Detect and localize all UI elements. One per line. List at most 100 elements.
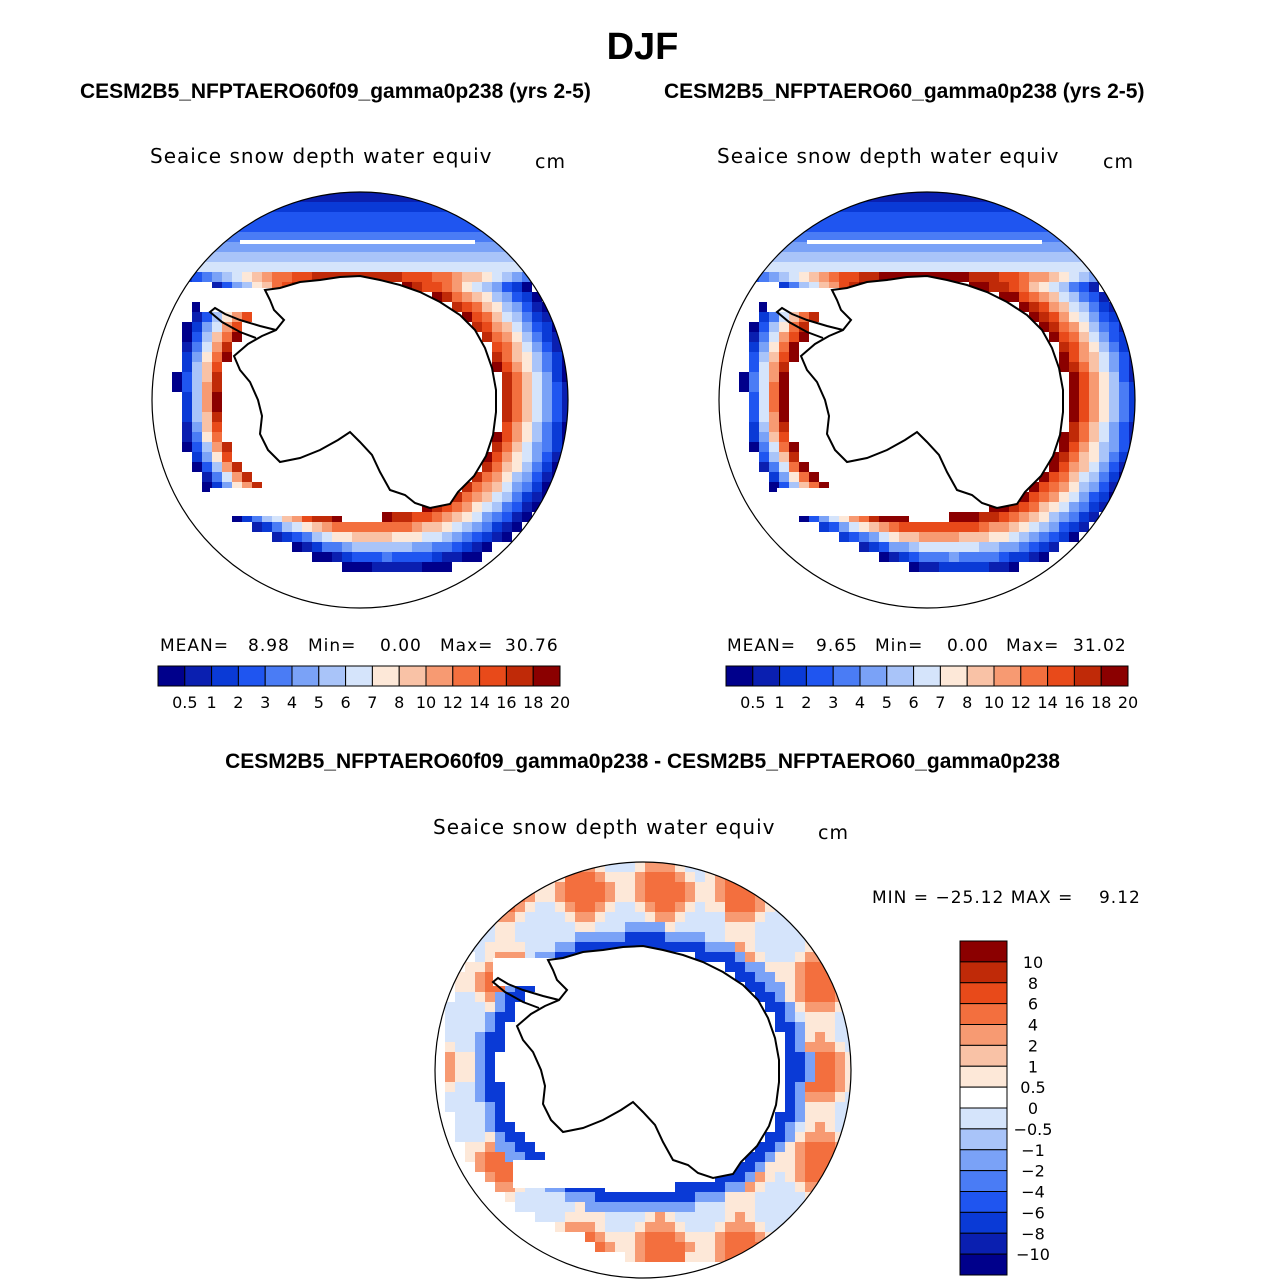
- map-cell: [825, 892, 835, 902]
- colorbar-swatch: [959, 1211, 1008, 1234]
- map-cell: [172, 382, 182, 392]
- map-cell: [422, 252, 432, 262]
- map-cell: [805, 1172, 815, 1182]
- map-cell: [312, 512, 322, 522]
- map-cell: [779, 232, 789, 242]
- map-cell: [835, 1072, 845, 1082]
- map-cell: [909, 552, 919, 562]
- map-cell: [1019, 202, 1029, 212]
- map-cell: [485, 982, 495, 992]
- map-cell: [222, 352, 232, 362]
- colorbar-tick-label: −8: [1021, 1224, 1045, 1243]
- map-cell: [552, 442, 562, 452]
- map-cell: [452, 502, 462, 512]
- map-cell: [485, 1042, 495, 1052]
- map-cell: [502, 282, 512, 292]
- map-cell: [675, 932, 685, 942]
- map-cell: [665, 902, 675, 912]
- map-cell: [1099, 402, 1109, 412]
- map-cell: [1059, 492, 1069, 502]
- map-cell: [665, 862, 675, 872]
- map-cell: [1019, 532, 1029, 542]
- map-cell: [465, 982, 475, 992]
- map-cell: [845, 972, 851, 982]
- map-cell: [422, 242, 432, 252]
- map-cell: [789, 262, 799, 272]
- map-cell: [1029, 242, 1039, 252]
- map-cell: [1089, 252, 1099, 262]
- map-cell: [769, 332, 779, 342]
- map-cell: [615, 1202, 625, 1212]
- map-cell: [322, 512, 332, 522]
- map-cell: [485, 1002, 495, 1012]
- map-cell: [542, 442, 552, 452]
- map-cell: [392, 252, 402, 262]
- map-cell: [879, 222, 889, 232]
- map-cell: [949, 252, 959, 262]
- map-cell: [795, 1042, 805, 1052]
- map-cell: [835, 1152, 845, 1162]
- map-cell: [492, 312, 502, 322]
- map-cell: [845, 1092, 851, 1102]
- map-cell: [735, 962, 745, 972]
- map-cell: [455, 1062, 465, 1072]
- map-cell: [475, 902, 485, 912]
- map-cell: [182, 362, 192, 372]
- map-cell: [909, 242, 919, 252]
- colorbar-tick-label: 14: [469, 693, 489, 712]
- map-cell: [455, 1092, 465, 1102]
- map-cell: [795, 1052, 805, 1062]
- map-cell: [939, 212, 949, 222]
- map-cell: [775, 872, 785, 882]
- map-cell: [765, 1152, 775, 1162]
- map-cell: [232, 262, 242, 272]
- map-cell: [815, 1212, 825, 1222]
- map-cell: [505, 1152, 515, 1162]
- map-cell: [759, 252, 769, 262]
- map-cell: [665, 1212, 675, 1222]
- map-cell: [172, 262, 182, 272]
- map-cell: [835, 1082, 845, 1092]
- map-cell: [502, 532, 512, 542]
- map-cell: [759, 242, 769, 252]
- colorbar-tick-label: 8: [1028, 974, 1038, 993]
- map-cell: [735, 1232, 745, 1242]
- map-cell: [869, 242, 879, 252]
- map-cell: [739, 372, 749, 382]
- map-cell: [302, 522, 312, 532]
- map-cell: [472, 252, 482, 262]
- map-cell: [565, 1222, 575, 1232]
- map-cell: [715, 1182, 725, 1192]
- map-cell: [835, 1012, 845, 1022]
- map-cell: [655, 922, 665, 932]
- map-cell: [212, 442, 222, 452]
- map-cell: [755, 942, 765, 952]
- map-cell: [999, 552, 1009, 562]
- map-cell: [845, 1062, 851, 1072]
- map-cell: [805, 1142, 815, 1152]
- map-cell: [999, 232, 1009, 242]
- map-cell: [262, 262, 272, 272]
- map-cell: [192, 362, 202, 372]
- map-cell: [512, 362, 522, 372]
- map-cell: [502, 372, 512, 382]
- map-cell: [445, 1102, 455, 1112]
- map-cell: [685, 912, 695, 922]
- map-cell: [472, 262, 482, 272]
- map-cell: [1069, 462, 1079, 472]
- map-cell: [715, 1242, 725, 1252]
- map-cell: [512, 262, 522, 272]
- map-cell: [735, 942, 745, 952]
- map-cell: [845, 992, 851, 1002]
- map-cell: [799, 282, 809, 292]
- map-cell: [1029, 302, 1039, 312]
- map-gap: [777, 488, 927, 516]
- map-cell: [202, 402, 212, 412]
- map-cell: [485, 1032, 495, 1042]
- map-cell: [515, 932, 525, 942]
- map-cell: [1079, 362, 1089, 372]
- map-cell: [482, 212, 492, 222]
- map-cell: [445, 932, 455, 942]
- map-cell: [442, 222, 452, 232]
- map-cell: [1079, 302, 1089, 312]
